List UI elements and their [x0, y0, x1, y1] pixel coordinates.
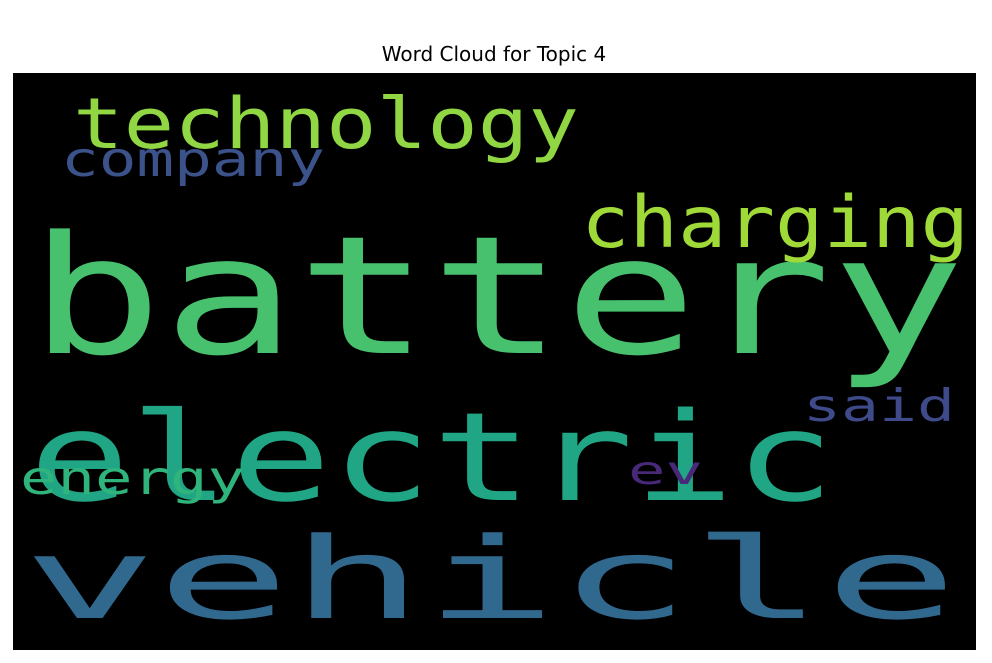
- word-vehicle: vehicle: [23, 513, 958, 645]
- word-cloud-panel: vehicle battery electric charging technology…: [13, 73, 976, 650]
- word-electric: electric: [29, 387, 835, 530]
- word-said: said: [803, 381, 955, 432]
- word-battery: battery: [29, 201, 965, 392]
- word-charging: charging: [581, 181, 969, 264]
- chart-title: Word Cloud for Topic 4: [381, 42, 607, 66]
- word-technology: technology: [73, 83, 579, 165]
- word-ev: ev: [628, 449, 703, 494]
- word-company: company: [61, 133, 325, 188]
- word-energy: energy: [20, 451, 245, 505]
